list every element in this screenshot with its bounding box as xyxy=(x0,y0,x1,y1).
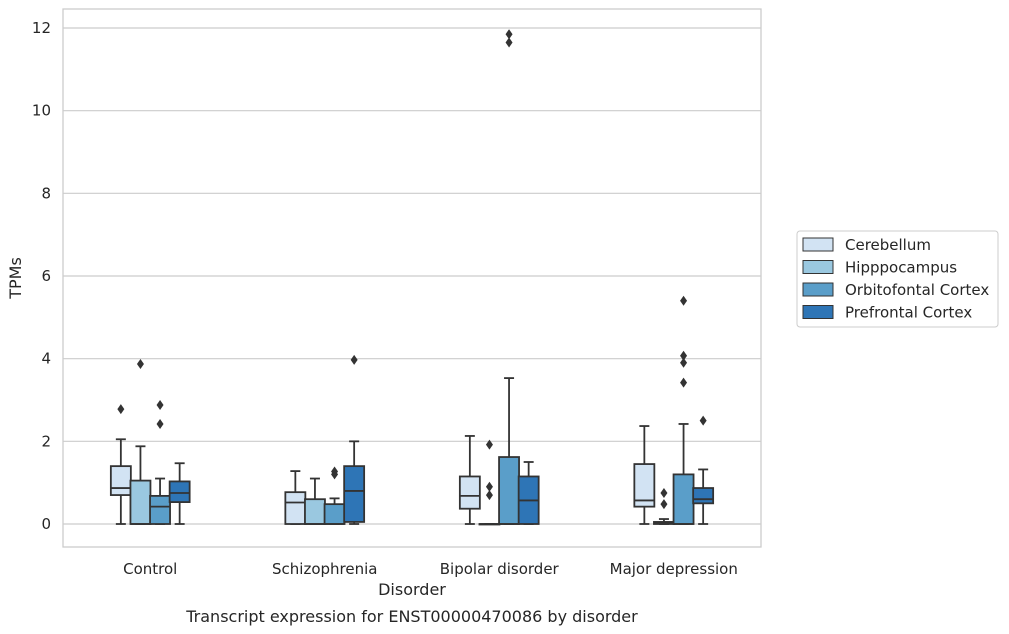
box-prefrontal-cortex xyxy=(692,415,715,525)
legend-label: Cerebellum xyxy=(845,236,931,254)
box-body xyxy=(498,456,520,525)
box-body xyxy=(692,487,715,505)
box-prefrontal-cortex xyxy=(168,462,191,525)
box-body xyxy=(168,480,191,503)
box-cerebellum xyxy=(458,435,481,525)
box-body xyxy=(458,475,481,510)
outlier-point xyxy=(156,399,164,410)
box-body xyxy=(304,498,326,525)
outlier-point xyxy=(505,37,513,48)
y-axis-ticks: 0 2 4 6 8 10 12 xyxy=(32,19,51,533)
gridlines xyxy=(63,27,761,525)
box-cerebellum xyxy=(633,425,656,525)
box-body xyxy=(633,463,656,508)
x-tick-label: Bipolar disorder xyxy=(440,560,560,578)
outlier-point xyxy=(136,359,144,370)
outlier-point xyxy=(485,439,493,450)
outlier-point xyxy=(660,488,668,498)
legend-label: Orbitofontal Cortex xyxy=(845,281,989,299)
box-hipppocampus xyxy=(129,359,152,525)
y-tick-label: 12 xyxy=(32,19,51,37)
y-tick-label: 10 xyxy=(32,102,51,120)
outlier-point xyxy=(680,357,688,368)
outlier-point xyxy=(680,350,688,361)
box-body xyxy=(672,473,695,525)
y-tick-label: 6 xyxy=(41,267,51,285)
x-axis-ticks: Control Schizophrenia Bipolar disorder Majo… xyxy=(123,560,738,578)
box-orbitofontal-cortex xyxy=(149,399,171,525)
y-tick-label: 4 xyxy=(41,350,51,368)
box-orbitofontal-cortex xyxy=(672,295,695,525)
legend-swatch xyxy=(802,282,834,297)
outlier-point xyxy=(660,499,668,510)
outlier-point xyxy=(699,415,707,426)
outlier-point xyxy=(680,295,688,306)
x-tick-label: Control xyxy=(123,560,177,578)
box-cerebellum xyxy=(284,470,307,525)
box-body xyxy=(343,465,366,523)
box-body xyxy=(149,494,171,525)
box-cerebellum xyxy=(109,404,132,525)
box-orbitofontal-cortex xyxy=(498,29,520,525)
box-prefrontal-cortex xyxy=(343,354,366,525)
box-hipppocampus xyxy=(478,439,501,526)
y-tick-label: 2 xyxy=(41,432,51,450)
outlier-point xyxy=(117,404,125,415)
plot-frame xyxy=(62,8,762,548)
outlier-point xyxy=(485,481,493,492)
y-tick-label: 0 xyxy=(41,515,51,533)
box-hipppocampus xyxy=(304,477,326,525)
outlier-point xyxy=(350,354,358,365)
box-hipppocampus xyxy=(653,488,675,525)
box-orbitofontal-cortex xyxy=(323,466,346,525)
legend-swatch xyxy=(802,237,834,252)
chart-caption: Transcript expression for ENST0000047008… xyxy=(185,607,638,626)
outlier-point xyxy=(680,377,688,388)
outlier-point xyxy=(331,469,339,480)
x-tick-label: Schizophrenia xyxy=(272,560,377,578)
legend: Cerebellum Hipppocampus Orbitofontal Corte… xyxy=(796,230,999,328)
x-tick-label: Major depression xyxy=(610,560,738,578)
outlier-point xyxy=(485,490,493,501)
legend-swatch xyxy=(802,260,834,274)
box-body xyxy=(284,491,307,525)
outlier-point xyxy=(156,418,164,429)
legend-frame xyxy=(796,230,999,328)
x-axis-label: Disorder xyxy=(378,580,446,599)
box-body xyxy=(109,465,132,496)
y-tick-label: 8 xyxy=(41,184,51,202)
box-prefrontal-cortex xyxy=(517,461,540,525)
y-axis-label: TPMs xyxy=(6,257,25,300)
legend-swatch xyxy=(802,305,834,319)
legend-label: Prefrontal Cortex xyxy=(845,304,972,322)
legend-label: Hipppocampus xyxy=(845,259,957,277)
box-body xyxy=(129,479,152,525)
boxes xyxy=(109,29,715,526)
outlier-point xyxy=(505,29,513,40)
box-body xyxy=(323,503,346,525)
